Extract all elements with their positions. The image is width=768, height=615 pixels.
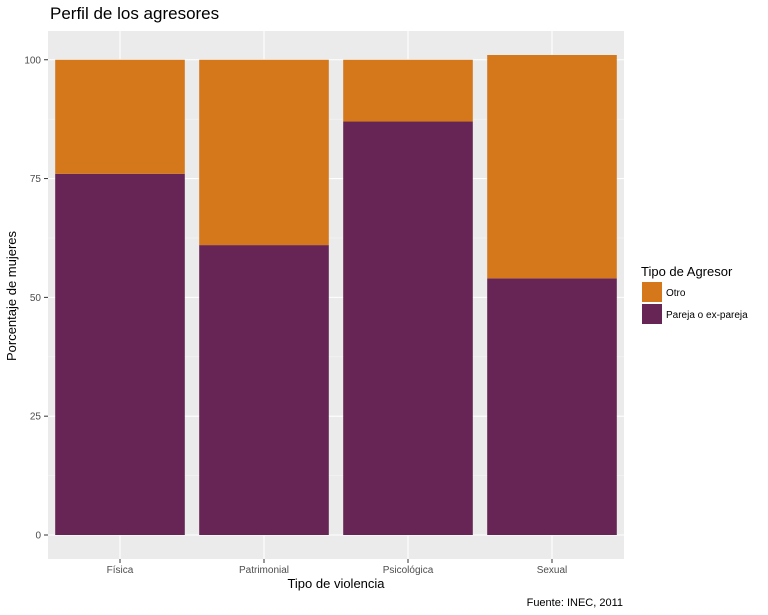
- bar-segment: [343, 121, 473, 535]
- chart-title: Perfil de los agresores: [50, 4, 219, 23]
- legend-key: [642, 304, 662, 324]
- y-tick-label: 0: [35, 531, 41, 542]
- bar-segment: [487, 278, 617, 535]
- legend-title: Tipo de Agresor: [641, 264, 733, 279]
- legend-label: Pareja o ex-pareja: [666, 310, 748, 321]
- bar-segment: [199, 59, 329, 246]
- y-tick-label: 25: [30, 412, 42, 423]
- y-tick-label: 75: [30, 174, 42, 185]
- x-tick-label: Patrimonial: [239, 565, 289, 576]
- bar-segment: [343, 59, 473, 122]
- x-tick-label: Sexual: [537, 565, 568, 576]
- legend-key: [642, 282, 662, 302]
- y-tick-label: 100: [24, 55, 41, 66]
- plot-panel: 0 25 50 75 100 Física Patrimonial Psicológica Se…: [24, 31, 624, 576]
- x-tick-label: Física: [107, 565, 134, 576]
- bar-segment: [55, 59, 185, 174]
- bar-segment: [487, 55, 617, 279]
- x-axis-title: Tipo de violencia: [287, 576, 385, 591]
- y-axis-title: Porcentaje de mujeres: [4, 230, 19, 361]
- bar-segment: [199, 245, 329, 536]
- legend-label: Otro: [666, 288, 686, 299]
- x-tick-label: Psicológica: [383, 565, 434, 576]
- bar-segment: [55, 173, 185, 535]
- y-tick-label: 50: [30, 293, 42, 304]
- caption: Fuente: INEC, 2011: [527, 597, 623, 609]
- legend: Tipo de Agresor Otro Pareja o ex-pareja: [641, 264, 748, 324]
